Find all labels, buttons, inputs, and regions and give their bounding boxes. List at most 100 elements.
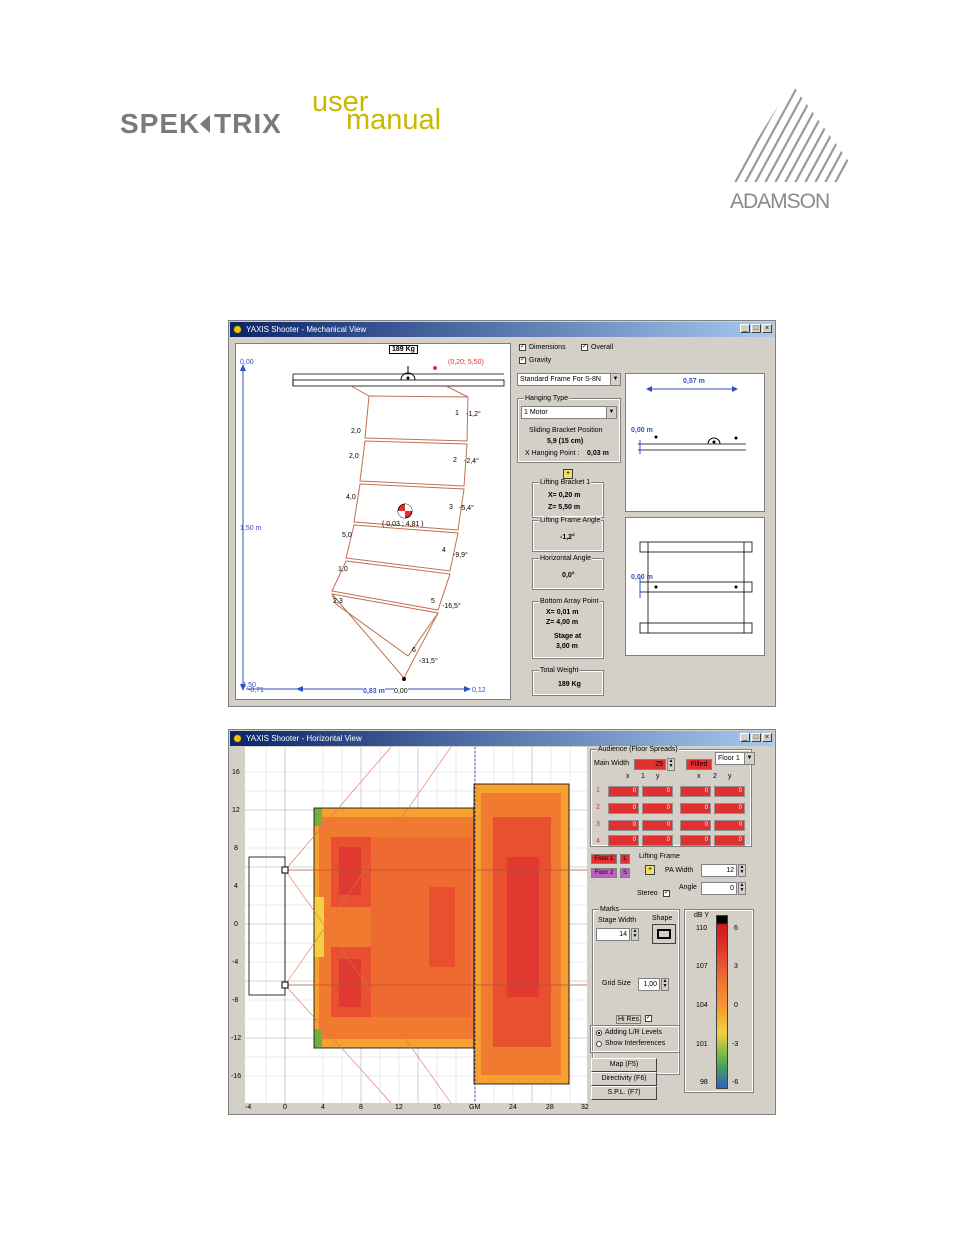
floor-coord-cell[interactable]: 0 xyxy=(642,835,673,846)
hires-checkbox[interactable]: ✓ xyxy=(645,1015,652,1022)
x-tick-label: 24 xyxy=(509,1104,517,1111)
row-number: 4 xyxy=(596,838,600,845)
bottom-x-value: X= 0,01 m xyxy=(546,609,579,616)
map-button[interactable]: Map (F5) xyxy=(591,1058,657,1072)
floor-coord-cell[interactable]: 0 xyxy=(680,820,711,831)
close-button[interactable]: × xyxy=(762,733,772,742)
y-bot-label: -1,50 xyxy=(240,682,256,689)
bottom-point-title: Bottom Array Point xyxy=(539,598,600,605)
floor-coord-cell[interactable]: 0 xyxy=(680,786,711,797)
floor-coord-cell[interactable]: 0 xyxy=(714,803,745,814)
hanging-select[interactable]: 1 Motor ▼ xyxy=(521,406,617,419)
angle-spinner[interactable]: ▲ ▼ xyxy=(738,882,746,895)
angle-field[interactable]: 0 xyxy=(701,882,737,895)
floor-coord-cell[interactable]: 0 xyxy=(608,803,639,814)
pa-width-spinner[interactable]: ▲ ▼ xyxy=(738,864,746,877)
lift-z-value: Z= 5,50 m xyxy=(548,504,581,511)
floor-coord-cell[interactable]: 0 xyxy=(608,820,639,831)
box-number: 4 xyxy=(442,547,446,554)
db-right-label: 0 xyxy=(734,1002,738,1009)
stereo-label: Stereo xyxy=(637,890,658,897)
cog-label: ( 0,03 ; 4,81 ) xyxy=(382,521,424,528)
xhang-label: X Hanging Point : xyxy=(525,450,580,457)
gap-label: 2,0 xyxy=(351,428,361,435)
floor-coord-cell[interactable]: 0 xyxy=(642,820,673,831)
filled-label: Filled xyxy=(690,761,708,768)
floor2-button[interactable]: Floor 2 xyxy=(591,868,617,878)
minimize-button[interactable]: _ xyxy=(740,733,750,742)
spl-heatmap xyxy=(245,747,587,1104)
y-tick-label: -12 xyxy=(231,1035,242,1042)
floor-coord-cell[interactable]: 0 xyxy=(608,835,639,846)
stage-at-label: Stage at xyxy=(554,633,582,640)
x-tick-label: GM xyxy=(469,1104,481,1111)
directivity-button[interactable]: Directivity (F6) xyxy=(591,1072,657,1086)
box-angle: -31,5° xyxy=(419,658,438,665)
grid-size-field[interactable]: 1,00 xyxy=(638,978,660,991)
floor-coord-cell[interactable]: 0 xyxy=(680,803,711,814)
stage-width-field[interactable]: 14 xyxy=(596,928,630,941)
close-button[interactable]: × xyxy=(762,324,772,333)
spl-button[interactable]: S.P.L. (F7) xyxy=(591,1086,657,1100)
floor1-l-button[interactable]: L xyxy=(620,854,630,864)
box-number: 2 xyxy=(453,457,457,464)
pa-width-field[interactable]: 12 xyxy=(701,864,737,877)
dimensions-label: Dimensions xyxy=(529,344,566,351)
box-number: 6 xyxy=(412,647,416,654)
floor-coord-cell[interactable]: 0 xyxy=(714,786,745,797)
main-width-field[interactable]: 25 xyxy=(634,759,666,770)
app-icon xyxy=(233,325,242,334)
dimensions-checkbox[interactable]: ✓ xyxy=(519,344,526,351)
db-right-label: -6 xyxy=(732,1079,739,1086)
chevron-down-icon[interactable]: ▼ xyxy=(744,753,754,764)
floor-coord-cell[interactable]: 0 xyxy=(642,786,673,797)
floor-coord-cell[interactable]: 0 xyxy=(714,835,745,846)
maximize-button[interactable]: □ xyxy=(751,324,761,333)
show-interferences-radio[interactable] xyxy=(596,1041,602,1047)
horizontal-view-window: YAXIS Shooter - Horizontal View _ □ × xyxy=(228,729,776,1115)
grid-size-label: Grid Size xyxy=(602,980,631,987)
y-tick-label: 4 xyxy=(234,883,238,890)
floor-coord-cell[interactable]: 0 xyxy=(608,786,639,797)
brand-arrow-icon xyxy=(200,115,210,133)
db-right-label: -3 xyxy=(732,1041,739,1048)
y-tick-label: 12 xyxy=(232,807,240,814)
main-width-label: Main Width xyxy=(594,760,630,767)
floor1-l-label: L xyxy=(623,856,627,862)
floor-coord-cell[interactable]: 0 xyxy=(680,835,711,846)
floor1-button[interactable]: Floor 1 xyxy=(591,854,617,864)
floor-select[interactable]: Floor 1 ▼ xyxy=(715,752,755,765)
col-head: x xyxy=(697,773,701,780)
grid-size-spinner[interactable]: ▲ ▼ xyxy=(661,978,669,991)
overall-checkbox[interactable]: ✓ xyxy=(581,344,588,351)
spl-map[interactable]: 16 12 8 4 0 -4 -8 -12 -16 -4 0 4 8 12 16… xyxy=(231,747,589,1111)
hanging-type-title: Hanging Type xyxy=(524,395,570,402)
floor2-s-button[interactable]: S xyxy=(620,868,630,878)
adamson-text: ADAMSON xyxy=(730,190,830,213)
chevron-down-icon[interactable]: ▼ xyxy=(610,374,620,385)
lift-angle-group: Lifting Frame Angle -1,2° xyxy=(532,517,604,552)
floor-coord-cell[interactable]: 0 xyxy=(714,820,745,831)
stage-width-spinner[interactable]: ▲ ▼ xyxy=(631,928,639,941)
gravity-checkbox[interactable]: ✓ xyxy=(519,357,526,364)
horiz-angle-title: Horizontal Angle xyxy=(539,555,592,562)
maximize-button[interactable]: □ xyxy=(751,733,761,742)
frame-select[interactable]: Standard Frame For S-8N ▼ xyxy=(517,373,621,386)
db-color-bar xyxy=(716,915,728,1089)
box-angle: -16,5° xyxy=(442,603,461,610)
filled-button[interactable]: Filled xyxy=(686,759,712,770)
stereo-checkbox[interactable]: ✓ xyxy=(663,890,670,897)
adding-levels-radio[interactable] xyxy=(596,1030,602,1036)
mechanical-canvas[interactable]: 189 Kg (0,20; 5,50) 0,00 1,50 m -1,50 -0… xyxy=(235,343,511,700)
main-width-spinner[interactable]: ▲ ▼ xyxy=(667,758,675,771)
chevron-down-icon[interactable]: ▼ xyxy=(606,407,616,418)
lock-icon[interactable]: + xyxy=(563,469,573,479)
shape-button[interactable] xyxy=(652,924,676,944)
lock-icon[interactable]: + xyxy=(645,865,655,875)
minimize-button[interactable]: _ xyxy=(740,324,750,333)
col-head: y xyxy=(728,773,732,780)
weight-box: 189 Kg xyxy=(389,345,418,354)
floor-coord-cell[interactable]: 0 xyxy=(642,803,673,814)
db-left-label: 107 xyxy=(696,963,708,970)
total-weight-title: Total Weight xyxy=(539,667,580,674)
